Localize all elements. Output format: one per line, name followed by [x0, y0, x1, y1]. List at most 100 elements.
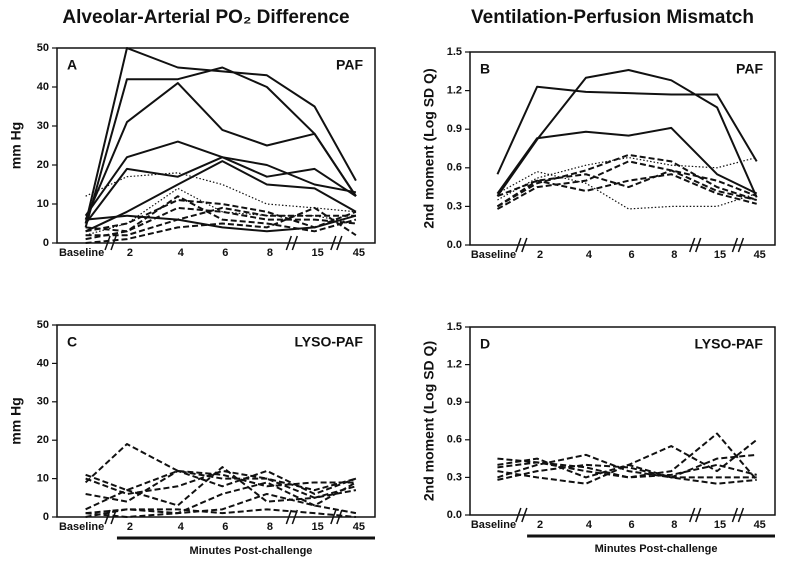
series-line [85, 469, 356, 492]
panel-annotation: LYSO-PAF [295, 334, 364, 350]
panel-label: B [480, 61, 490, 77]
series-line [85, 187, 357, 236]
y-tick-label: 10 [37, 198, 49, 210]
axis-break [688, 507, 702, 523]
y-axis-label: mm Hg [8, 122, 24, 169]
series-line [85, 160, 357, 233]
x-tick-label: 15 [714, 519, 726, 531]
y-axis-label: 2nd moment (Log SD Q) [421, 68, 437, 228]
x-tick-label: 6 [222, 247, 228, 259]
axis-break [731, 237, 745, 253]
x-tick-label: 45 [353, 521, 365, 533]
series-line [497, 171, 757, 210]
x-tick-label: 2 [127, 521, 133, 533]
y-tick-label: 1.5 [447, 46, 462, 58]
series-line [84, 66, 357, 228]
series-line [496, 153, 758, 208]
y-tick-label: 10 [37, 473, 49, 485]
series-line [496, 126, 758, 195]
x-tick-label: 6 [629, 519, 635, 531]
panel-annotation: LYSO-PAF [695, 336, 764, 352]
plot-frame [56, 324, 376, 518]
axis-break [515, 237, 528, 253]
panel-annotation: PAF [336, 57, 363, 73]
series-line [497, 463, 757, 485]
x-tick-label: 2 [537, 519, 543, 531]
y-tick-label: 0.6 [447, 434, 462, 446]
axis-break [688, 237, 702, 253]
series-line [85, 195, 357, 233]
x-tick-label: 4 [178, 247, 185, 259]
axis-break [104, 235, 117, 251]
y-tick-label: 0.6 [447, 162, 462, 174]
x-tick-label: 4 [178, 521, 185, 533]
axis-break [285, 235, 299, 251]
series-line [84, 156, 357, 225]
series-line [85, 466, 357, 511]
x-tick-label: 6 [222, 521, 228, 533]
series-line [85, 206, 357, 244]
series-line [85, 492, 357, 518]
y-tick-label: 0 [43, 511, 49, 523]
series-line [84, 443, 357, 492]
x-tick-label: Baseline [471, 249, 516, 261]
series-line [85, 481, 357, 515]
series-line [85, 206, 356, 237]
y-tick-label: 0.0 [447, 509, 462, 521]
plot-frame [469, 326, 776, 516]
x-tick-label: 15 [714, 249, 726, 261]
column-title: Alveolar-Arterial PO₂ Difference [62, 7, 349, 28]
x-tick-label: 45 [754, 249, 766, 261]
axis-break [515, 507, 528, 523]
y-tick-label: 50 [37, 319, 49, 331]
series-line [497, 463, 757, 485]
y-axis-label: mm Hg [8, 397, 24, 444]
panel-label: C [67, 334, 77, 350]
y-tick-label: 40 [37, 357, 49, 369]
plot-frame [56, 47, 376, 244]
x-tick-label: 2 [127, 247, 133, 259]
y-tick-label: 30 [37, 120, 49, 132]
x-axis-label: Minutes Post-challenge [595, 543, 718, 555]
series-line [85, 508, 357, 518]
plot-frame [469, 51, 776, 246]
series-line [497, 432, 758, 481]
y-tick-label: 0 [43, 237, 49, 249]
x-tick-label: 15 [311, 521, 323, 533]
y-tick-label: 30 [37, 396, 49, 408]
series-line [497, 169, 757, 201]
x-tick-label: 45 [754, 519, 766, 531]
x-tick-label: 8 [267, 247, 273, 259]
series-line [497, 461, 757, 479]
axis-break [731, 507, 745, 523]
x-tick-label: 8 [671, 519, 677, 531]
x-tick-label: 4 [586, 519, 593, 531]
series-line [497, 156, 757, 201]
y-tick-label: 0.9 [447, 396, 462, 408]
series-line [84, 47, 357, 224]
panel-label: D [480, 336, 490, 352]
x-tick-label: 4 [586, 249, 593, 261]
y-tick-label: 1.2 [447, 359, 462, 371]
y-tick-label: 1.5 [447, 321, 462, 333]
y-tick-label: 40 [37, 81, 49, 93]
y-tick-label: 20 [37, 434, 49, 446]
series-line [85, 199, 357, 233]
series-line [497, 453, 757, 479]
x-tick-label: Baseline [471, 519, 516, 531]
x-tick-label: 8 [267, 521, 273, 533]
x-tick-label: Baseline [59, 247, 104, 259]
x-tick-label: 8 [671, 249, 677, 261]
axis-break [330, 509, 343, 525]
x-axis-label: Minutes Post-challenge [190, 545, 313, 557]
x-tick-label: 6 [629, 249, 635, 261]
series-line [85, 172, 356, 213]
series-line [496, 173, 757, 208]
series-line [84, 140, 357, 217]
y-tick-label: 0.0 [447, 239, 462, 251]
series-line [85, 469, 357, 499]
y-tick-label: 0.3 [447, 471, 462, 483]
y-tick-label: 20 [37, 159, 49, 171]
x-tick-label: Baseline [59, 521, 104, 533]
